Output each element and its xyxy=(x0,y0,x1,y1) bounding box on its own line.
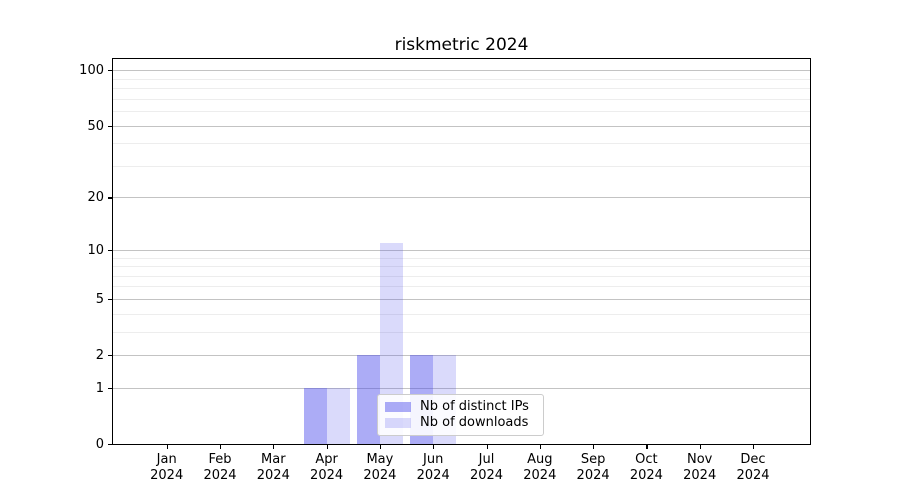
x-axis-tick-label: Nov 2024 xyxy=(683,452,717,483)
legend-row-distinct-ips: Nb of distinct IPs xyxy=(385,400,535,414)
minor-gridline xyxy=(113,286,810,288)
bar-downloads xyxy=(379,242,403,444)
y-axis-tick xyxy=(108,444,113,446)
y-axis-tick-label: 50 xyxy=(87,118,104,134)
minor-gridline xyxy=(113,111,810,113)
y-axis-tick xyxy=(108,125,113,127)
x-axis-tick-label: Jun 2024 xyxy=(416,452,450,483)
major-gridline xyxy=(113,355,810,357)
x-axis-tick-label: Sep 2024 xyxy=(576,452,610,483)
y-axis-tick-label: 5 xyxy=(95,291,104,307)
bar-distinct-ips xyxy=(303,387,327,444)
x-axis-tick xyxy=(433,444,435,449)
x-axis-tick-label: Apr 2024 xyxy=(310,452,344,483)
minor-gridline xyxy=(113,266,810,268)
plot-area xyxy=(112,58,811,445)
x-axis-tick-label: Mar 2024 xyxy=(256,452,290,483)
y-axis-tick xyxy=(108,298,113,301)
major-gridline xyxy=(113,249,810,251)
x-axis-tick xyxy=(593,444,595,449)
minor-gridline xyxy=(113,165,810,167)
bar-distinct-ips xyxy=(356,355,380,444)
x-axis-tick xyxy=(166,444,168,449)
y-axis-tick xyxy=(108,387,113,390)
x-axis-tick xyxy=(486,444,488,449)
x-axis-tick xyxy=(753,444,755,449)
x-axis-tick-label: Jul 2024 xyxy=(469,452,504,483)
x-axis-tick xyxy=(273,444,275,449)
x-axis-tick xyxy=(699,444,701,449)
major-gridline xyxy=(113,125,810,127)
y-axis-tick-label: 0 xyxy=(95,437,104,452)
y-axis-tick xyxy=(108,355,113,357)
legend-row-downloads: Nb of downloads xyxy=(385,416,535,430)
minor-gridline xyxy=(113,143,810,145)
major-gridline xyxy=(113,70,810,72)
minor-gridline xyxy=(113,313,810,315)
legend-swatch-distinct-ips-icon xyxy=(385,402,411,412)
x-axis-tick-label: May 2024 xyxy=(363,452,397,483)
legend-label-distinct-ips: Nb of distinct IPs xyxy=(420,399,529,414)
chart-title: riskmetric 2024 xyxy=(394,35,529,55)
bar-downloads xyxy=(326,387,350,444)
y-axis-tick-label: 10 xyxy=(87,242,104,258)
x-axis-tick-label: Oct 2024 xyxy=(629,452,663,483)
x-axis-tick xyxy=(379,444,382,449)
major-gridline xyxy=(113,197,810,199)
minor-gridline xyxy=(113,331,810,333)
y-axis-tick-label: 20 xyxy=(87,190,104,206)
legend-label-downloads: Nb of downloads xyxy=(420,415,529,430)
x-axis-tick-label: Jan 2024 xyxy=(150,452,184,483)
y-axis-tick-label: 2 xyxy=(95,348,104,364)
x-axis-tick-label: Feb 2024 xyxy=(203,452,237,483)
x-axis-tick-label: Aug 2024 xyxy=(523,452,557,483)
major-gridline xyxy=(113,298,810,300)
minor-gridline xyxy=(113,98,810,100)
minor-gridline xyxy=(113,88,810,90)
legend: Nb of distinct IPs Nb of downloads xyxy=(377,394,544,436)
minor-gridline xyxy=(113,275,810,277)
x-axis-tick xyxy=(220,444,222,449)
y-axis-tick xyxy=(108,249,113,251)
major-gridline xyxy=(113,387,810,389)
x-axis-tick-label: Dec 2024 xyxy=(736,452,770,483)
x-axis-tick xyxy=(326,444,328,449)
legend-swatch-downloads-icon xyxy=(385,418,411,428)
y-axis-tick xyxy=(108,70,113,72)
y-axis-tick-label: 100 xyxy=(79,63,104,79)
minor-gridline xyxy=(113,257,810,259)
minor-gridline xyxy=(113,78,810,80)
y-axis-tick xyxy=(108,197,113,199)
x-axis-tick xyxy=(646,444,648,449)
x-axis-tick xyxy=(539,444,541,449)
y-axis-tick-label: 1 xyxy=(95,380,104,396)
